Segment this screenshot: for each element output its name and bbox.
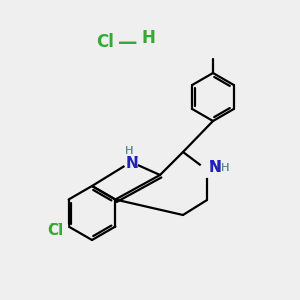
Text: —: —: [118, 32, 138, 52]
Text: H: H: [221, 163, 229, 173]
Text: Cl: Cl: [47, 223, 64, 238]
Circle shape: [124, 155, 138, 169]
Bar: [45, 224, 67, 236]
Text: H: H: [125, 146, 133, 156]
Circle shape: [200, 163, 214, 177]
Circle shape: [200, 163, 214, 177]
Text: Cl: Cl: [46, 223, 63, 238]
Text: N: N: [126, 155, 138, 170]
Text: Cl: Cl: [96, 33, 114, 51]
Text: H: H: [141, 29, 155, 47]
Text: N: N: [208, 160, 221, 175]
Text: H: H: [221, 163, 229, 173]
Text: N: N: [208, 160, 221, 175]
Text: H: H: [125, 146, 133, 156]
Text: N: N: [126, 155, 138, 170]
